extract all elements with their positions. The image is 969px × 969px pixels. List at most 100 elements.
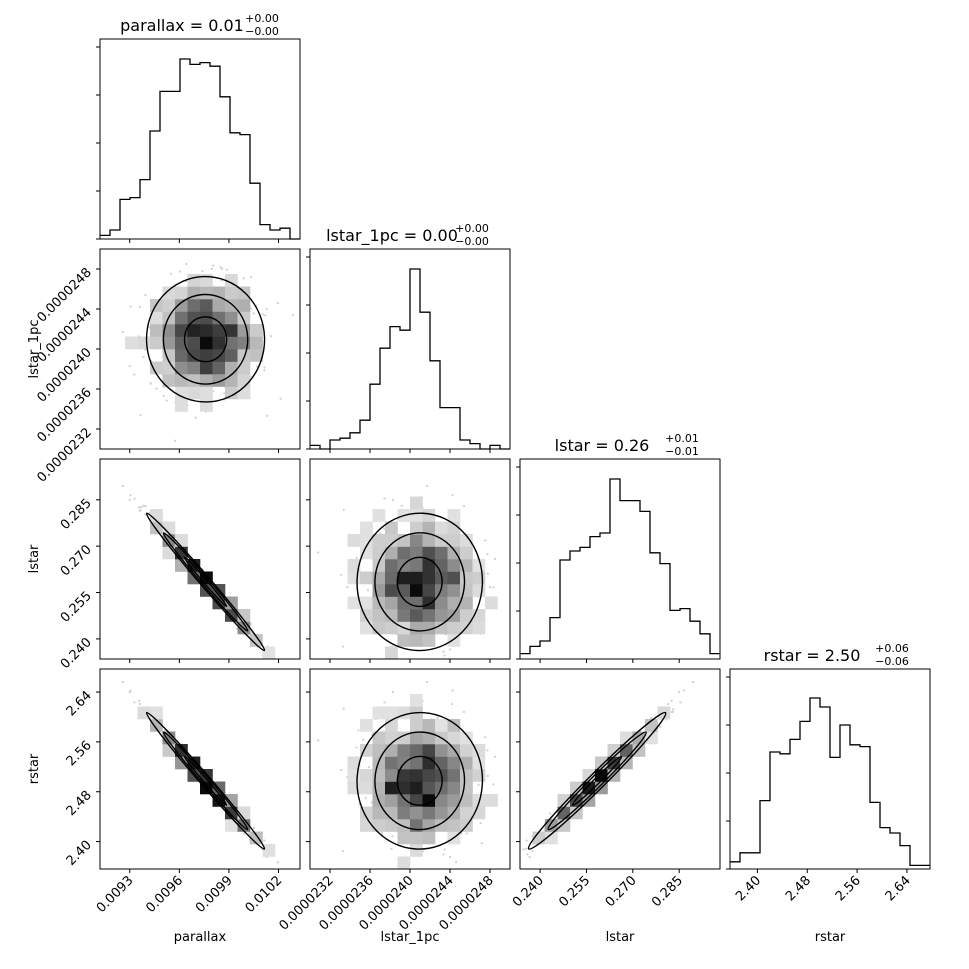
density-cell <box>175 399 188 412</box>
density-cell <box>410 831 423 845</box>
sample-point <box>266 414 269 417</box>
panel-frame <box>729 668 931 870</box>
density-cell <box>360 744 373 757</box>
density-cell <box>385 559 398 572</box>
sample-point <box>139 508 142 512</box>
contour-line <box>527 711 667 850</box>
x-tick-label-rstar: 2.48 <box>783 873 814 904</box>
density-cell <box>472 794 486 807</box>
sample-point <box>370 801 373 804</box>
sample-point <box>525 847 528 850</box>
x-tick-label-lstar: 0.270 <box>603 873 640 910</box>
sample-point <box>492 586 495 589</box>
panel-frame <box>99 38 301 240</box>
sample-point <box>220 279 223 282</box>
density-cell <box>397 831 411 845</box>
contour-line <box>356 711 484 850</box>
panel-rstar-vs-lstar_1pc: 0.00002320.00002360.00002400.00002440.00… <box>277 668 511 934</box>
sample-point <box>129 305 132 308</box>
density-cell <box>422 731 436 745</box>
y-axis-label-rstar: rstar <box>27 753 42 784</box>
panel-title-lstar_1pc: lstar_1pc = 0.00 <box>326 226 458 246</box>
sample-point <box>342 645 345 648</box>
sample-point <box>225 268 228 271</box>
density-cell <box>175 349 188 362</box>
density-cell <box>397 546 411 560</box>
sample-point <box>276 861 279 864</box>
density-cell <box>410 496 423 510</box>
density-cell <box>570 781 583 795</box>
x-axis-label-lstar: lstar <box>606 930 635 945</box>
density-cell <box>410 634 423 647</box>
sample-point <box>357 729 360 732</box>
sample-point <box>128 498 131 501</box>
density-cell <box>187 336 201 350</box>
density-cell <box>460 781 473 795</box>
sample-point <box>169 272 173 275</box>
density-cell <box>175 756 188 770</box>
sample-point <box>486 572 489 575</box>
density-cell <box>410 521 423 535</box>
density-cell <box>175 361 188 375</box>
panel-parallax-vs-parallax: parallax = 0.01 +0.00−0.00 <box>96 12 301 243</box>
density-cell <box>435 756 448 770</box>
density-cell <box>447 731 461 745</box>
panel-lstar-vs-lstar_1pc <box>306 458 511 663</box>
sample-point <box>142 504 145 507</box>
density-cell <box>237 324 251 337</box>
density-cell <box>422 806 436 820</box>
sample-point <box>479 822 482 825</box>
density-cell <box>485 596 498 610</box>
sample-point <box>672 708 675 711</box>
density-cell <box>385 706 398 720</box>
density-cell <box>422 546 436 560</box>
sample-point <box>219 266 222 269</box>
density-cell <box>422 781 436 795</box>
density-cell <box>200 286 213 300</box>
x-tick-label-lstar: 0.240 <box>510 873 547 910</box>
sample-point <box>383 527 386 530</box>
sample-point <box>242 832 245 835</box>
density-cell <box>175 311 188 325</box>
density-cell <box>347 559 361 572</box>
density-cell <box>435 596 448 610</box>
density-cell <box>447 509 461 522</box>
density-cell <box>410 546 423 560</box>
contour-line <box>571 755 623 806</box>
density-cell <box>447 521 461 535</box>
sample-point <box>670 699 673 702</box>
sample-point <box>317 551 320 554</box>
density-cell <box>225 286 238 300</box>
x-tick-label-lstar: 0.255 <box>556 873 593 910</box>
sample-point <box>451 689 454 692</box>
density-cell <box>397 781 411 795</box>
sample-point <box>137 506 141 509</box>
density-cell <box>225 819 238 832</box>
sample-point <box>666 702 670 706</box>
x-axis-label-rstar: rstar <box>815 930 846 945</box>
density-cell <box>225 361 238 375</box>
density-cell <box>372 706 386 720</box>
contour-line <box>162 293 249 385</box>
density-cell <box>620 731 633 745</box>
sample-point <box>142 356 145 359</box>
sample-point <box>340 573 343 576</box>
density-cell <box>472 806 486 820</box>
density-cell <box>225 794 238 807</box>
sample-point <box>121 330 124 333</box>
sample-point <box>455 861 458 864</box>
density-cell <box>200 374 213 387</box>
contour-line <box>183 556 228 608</box>
y-axis-label-lstar: lstar <box>27 544 42 573</box>
sample-point <box>383 497 386 500</box>
density-cell <box>372 806 386 820</box>
sample-point <box>448 855 452 859</box>
density-cell <box>162 336 176 350</box>
y-tick-label-lstar: 0.255 <box>58 589 95 626</box>
title-sup-lstar: +0.01 <box>665 432 699 445</box>
sample-point <box>355 746 358 749</box>
density-cell <box>397 571 411 585</box>
title-sub-rstar: −0.06 <box>875 655 909 668</box>
density-cell <box>372 731 386 745</box>
density-cell <box>447 609 461 622</box>
